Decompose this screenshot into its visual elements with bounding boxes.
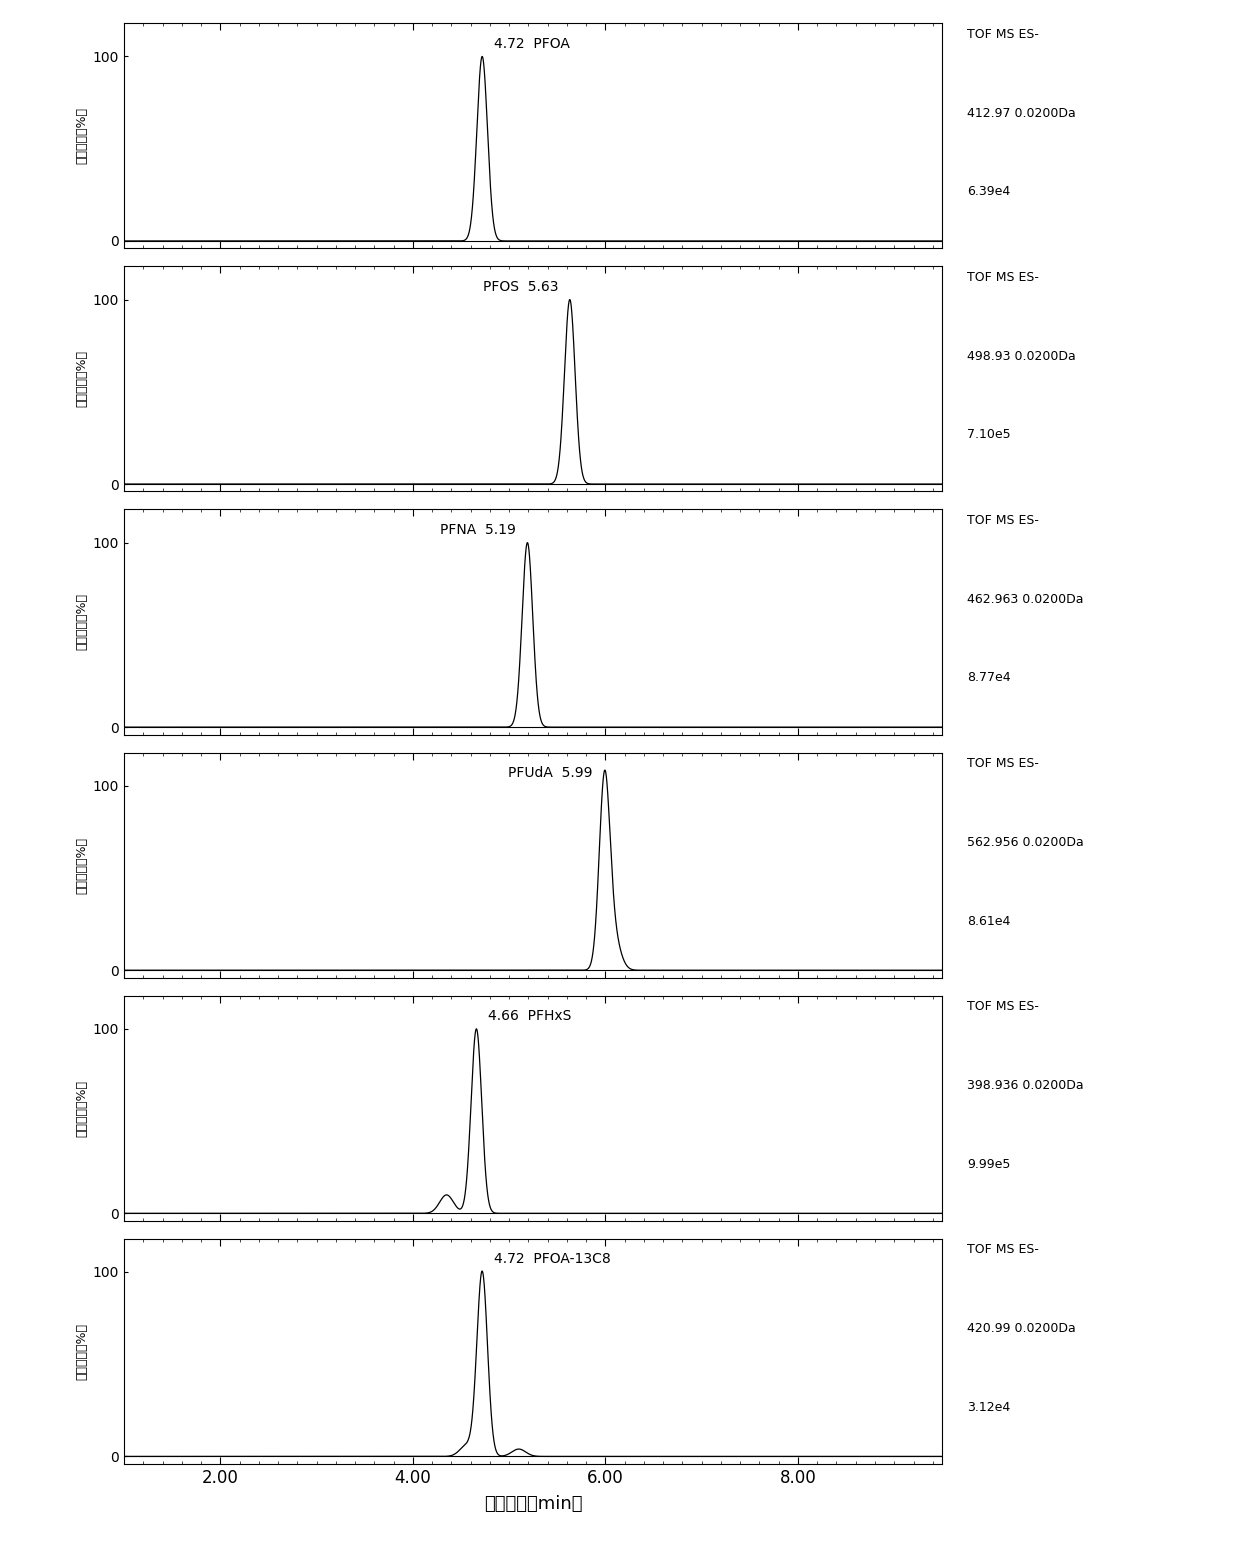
Text: 412.97 0.0200Da: 412.97 0.0200Da (967, 107, 1076, 119)
Text: 4.72  PFOA-13C8: 4.72 PFOA-13C8 (494, 1253, 610, 1267)
Text: 562.956 0.0200Da: 562.956 0.0200Da (967, 836, 1084, 849)
Y-axis label: 相对丰度（%）: 相对丰度（%） (76, 107, 88, 164)
Text: 8.77e4: 8.77e4 (967, 672, 1011, 685)
Text: 462.963 0.0200Da: 462.963 0.0200Da (967, 593, 1084, 606)
Text: TOF MS ES-: TOF MS ES- (967, 1244, 1039, 1256)
Text: 420.99 0.0200Da: 420.99 0.0200Da (967, 1321, 1076, 1335)
Text: TOF MS ES-: TOF MS ES- (967, 271, 1039, 283)
Text: PFOS  5.63: PFOS 5.63 (482, 280, 558, 294)
Text: 398.936 0.0200Da: 398.936 0.0200Da (967, 1080, 1084, 1092)
Text: 9.99e5: 9.99e5 (967, 1157, 1011, 1171)
Y-axis label: 相对丰度（%）: 相对丰度（%） (76, 593, 88, 651)
Y-axis label: 相对丰度（%）: 相对丰度（%） (76, 836, 88, 894)
Text: 6.39e4: 6.39e4 (967, 186, 1011, 198)
Y-axis label: 相对丰度（%）: 相对丰度（%） (76, 350, 88, 407)
Text: 4.66  PFHxS: 4.66 PFHxS (489, 1010, 572, 1024)
Y-axis label: 相对丰度（%）: 相对丰度（%） (76, 1080, 88, 1137)
Text: TOF MS ES-: TOF MS ES- (967, 1001, 1039, 1013)
X-axis label: 保留时间（min）: 保留时间（min） (484, 1495, 583, 1513)
Text: PFUdA  5.99: PFUdA 5.99 (508, 767, 593, 781)
Text: TOF MS ES-: TOF MS ES- (967, 28, 1039, 40)
Text: PFNA  5.19: PFNA 5.19 (440, 524, 516, 538)
Text: 4.72  PFOA: 4.72 PFOA (494, 37, 569, 51)
Text: 7.10e5: 7.10e5 (967, 429, 1011, 441)
Text: TOF MS ES-: TOF MS ES- (967, 514, 1039, 527)
Y-axis label: 相对丰度（%）: 相对丰度（%） (76, 1323, 88, 1380)
Text: 498.93 0.0200Da: 498.93 0.0200Da (967, 350, 1076, 362)
Text: TOF MS ES-: TOF MS ES- (967, 757, 1039, 770)
Text: 8.61e4: 8.61e4 (967, 914, 1011, 928)
Text: 3.12e4: 3.12e4 (967, 1400, 1011, 1414)
